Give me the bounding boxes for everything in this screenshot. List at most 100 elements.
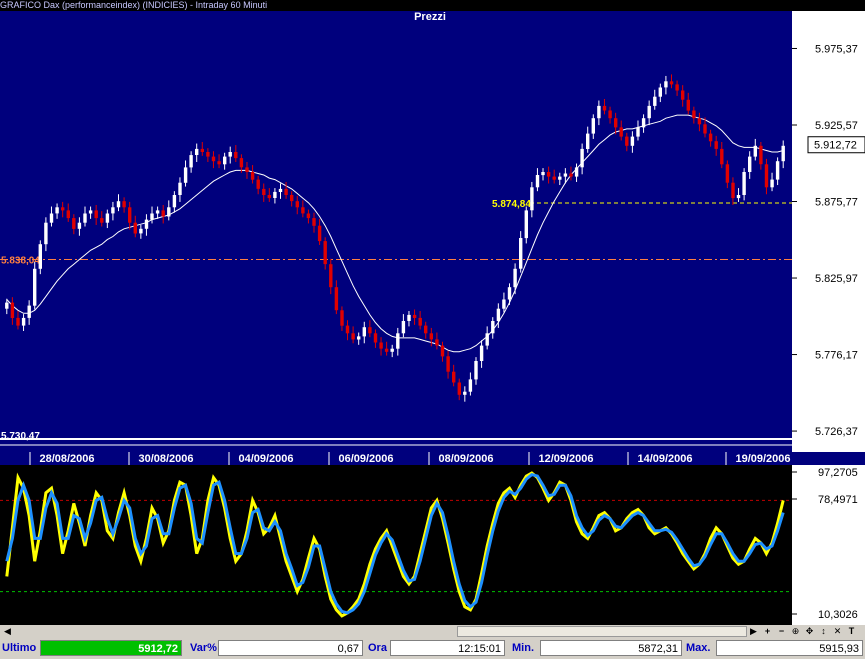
candle-body bbox=[636, 127, 640, 137]
candle-body bbox=[150, 213, 154, 220]
candle-body bbox=[161, 210, 165, 217]
candle-body bbox=[759, 145, 763, 165]
candle-body bbox=[546, 172, 551, 177]
candle-body bbox=[217, 161, 221, 165]
candle-body bbox=[524, 210, 528, 239]
candle-body bbox=[396, 333, 400, 349]
candle-body bbox=[312, 218, 316, 226]
candle-body bbox=[641, 118, 646, 128]
scroll-right-icon[interactable]: ▶ bbox=[750, 626, 757, 636]
candle-body bbox=[278, 188, 283, 192]
candle-body bbox=[200, 148, 204, 152]
candle-body bbox=[748, 156, 752, 172]
date-label: 30/08/2006 bbox=[138, 453, 193, 465]
candle-body bbox=[669, 81, 674, 85]
candle-body bbox=[569, 173, 573, 177]
candle-body bbox=[94, 210, 98, 219]
candle-body bbox=[44, 222, 48, 245]
candle-body bbox=[535, 175, 540, 188]
price-tick-label: 5.776,17 bbox=[815, 350, 858, 362]
candle-body bbox=[223, 156, 227, 165]
candle-body bbox=[49, 213, 54, 223]
text-tool-button[interactable]: T bbox=[848, 626, 855, 636]
candle-body bbox=[390, 348, 394, 352]
price-chart-title: Prezzi bbox=[414, 11, 446, 23]
candle-body bbox=[228, 152, 232, 157]
candle-body bbox=[692, 110, 696, 119]
candle-body bbox=[167, 207, 171, 217]
horizontal-scrollbar[interactable]: ◀ ▶ + − ⊕ ✥ ↕ ✕ T bbox=[0, 625, 865, 638]
candle-body bbox=[658, 87, 662, 97]
crosshair-icon[interactable]: ⊕ bbox=[791, 626, 800, 636]
candle-body bbox=[619, 127, 623, 137]
candle-body bbox=[133, 222, 137, 234]
candle-body bbox=[267, 195, 271, 199]
min-value: 5872,31 bbox=[540, 640, 682, 656]
candle-body bbox=[351, 333, 355, 340]
candle-body bbox=[496, 308, 501, 321]
zoom-in-button[interactable]: + bbox=[764, 626, 771, 636]
stoch-tick-label: 10,3026 bbox=[818, 609, 858, 621]
candle-body bbox=[21, 317, 26, 326]
candle-body bbox=[507, 287, 512, 300]
candle-body bbox=[580, 148, 584, 168]
candle-body bbox=[329, 264, 333, 288]
cross-icon[interactable]: ✕ bbox=[833, 626, 842, 636]
price-tick-label: 5.726,37 bbox=[815, 426, 858, 438]
candle-body bbox=[334, 287, 339, 311]
candle-body bbox=[72, 218, 76, 229]
candle-body bbox=[614, 118, 618, 128]
candle-body bbox=[139, 228, 143, 234]
date-label: 19/09/2006 bbox=[735, 453, 790, 465]
candle-body bbox=[206, 152, 210, 157]
candle-body bbox=[468, 379, 473, 392]
candle-body bbox=[485, 333, 489, 346]
candle-body bbox=[703, 124, 707, 134]
price-tick-label: 5.975,37 bbox=[815, 43, 858, 55]
candle-body bbox=[479, 345, 484, 361]
candle-body bbox=[502, 299, 506, 309]
candle-body bbox=[317, 225, 322, 242]
max-label: Max. bbox=[686, 642, 711, 654]
candle-body bbox=[195, 148, 199, 155]
candle-body bbox=[630, 136, 635, 146]
candle-body bbox=[290, 195, 294, 202]
zoom-out-button[interactable]: − bbox=[778, 626, 785, 636]
candle-body bbox=[736, 195, 741, 199]
candle-body bbox=[256, 179, 260, 189]
scroll-left-icon[interactable]: ◀ bbox=[4, 626, 11, 636]
chart-stage: Prezzi 5.874,84 5.838,04 5.730,47 5.975,37… bbox=[0, 11, 865, 625]
candle-body bbox=[172, 195, 177, 208]
stochastic-slow-line bbox=[5, 472, 785, 615]
level-label: 5.874,84 bbox=[492, 199, 531, 210]
candle-body bbox=[66, 210, 70, 219]
candle-body bbox=[301, 207, 305, 214]
candle-body bbox=[55, 207, 59, 214]
window-title: GRAFICO Dax (performanceindex) (INDICIES… bbox=[0, 0, 268, 10]
candle-body bbox=[424, 325, 428, 334]
candle-body bbox=[245, 167, 249, 172]
candle-body bbox=[608, 110, 612, 119]
price-tick-label: 5.875,77 bbox=[815, 197, 858, 209]
level-label: 5.730,47 bbox=[1, 431, 40, 442]
candle-body bbox=[513, 268, 517, 288]
candle-body bbox=[463, 391, 467, 395]
candle-body bbox=[770, 179, 774, 188]
candle-body bbox=[457, 382, 461, 395]
candle-body bbox=[77, 222, 82, 229]
candle-body bbox=[105, 213, 110, 223]
candle-body bbox=[262, 188, 266, 195]
measure-icon[interactable]: ↕ bbox=[821, 626, 826, 636]
var-value: 0,67 bbox=[218, 640, 363, 656]
candle-body bbox=[742, 172, 746, 195]
move-icon[interactable]: ✥ bbox=[805, 626, 814, 636]
candle-body bbox=[597, 105, 601, 119]
candle-body bbox=[681, 90, 685, 100]
candle-body bbox=[100, 218, 104, 223]
candle-body bbox=[574, 167, 579, 177]
candle-body bbox=[379, 342, 383, 349]
candle-body bbox=[189, 155, 193, 168]
candle-body bbox=[10, 302, 15, 318]
scroll-thumb[interactable] bbox=[457, 626, 747, 637]
candle-body bbox=[474, 361, 478, 380]
